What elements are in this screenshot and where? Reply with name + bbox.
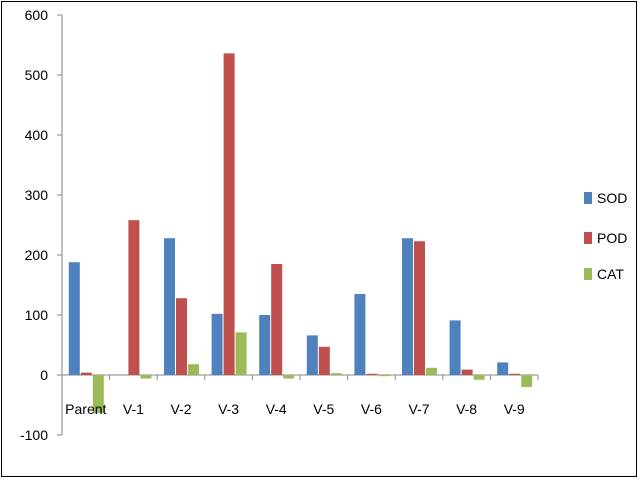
y-tick-label: 300 xyxy=(25,187,49,203)
x-tick-label: V-7 xyxy=(408,401,429,417)
bar-sod-v-6 xyxy=(354,294,366,375)
bar-cat-v-4 xyxy=(283,375,295,379)
bar-sod-v-7 xyxy=(402,238,413,375)
bar-pod-v-1 xyxy=(128,220,140,375)
bar-sod-parent xyxy=(68,262,80,375)
y-tick-label: 500 xyxy=(25,67,49,83)
y-tick-labels: 600 500 400 300 200 100 0 -100 xyxy=(20,7,48,443)
bar-pod-v-2 xyxy=(176,298,187,375)
x-tick-label: V-6 xyxy=(361,401,382,417)
bar-cat-v-1 xyxy=(140,375,152,379)
legend-swatch-sod xyxy=(584,192,592,204)
legend: SOD POD CAT xyxy=(584,190,627,282)
x-tick-label: V-9 xyxy=(504,401,525,417)
bar-cat-v-2 xyxy=(188,364,199,375)
x-tick-label: V-8 xyxy=(456,401,477,417)
bar-pod-v-6 xyxy=(366,373,378,375)
bar-pod-v-9 xyxy=(509,373,521,375)
bars-group xyxy=(68,53,533,413)
x-tick-label: V-2 xyxy=(170,401,191,417)
bar-cat-v-6 xyxy=(378,375,390,377)
bar-cat-v-5 xyxy=(330,373,342,375)
legend-label-pod: POD xyxy=(597,230,627,246)
bar-cat-v-7 xyxy=(426,367,437,375)
bar-cat-v-9 xyxy=(521,375,533,387)
bar-sod-v-5 xyxy=(306,335,318,375)
legend-swatch-cat xyxy=(584,268,592,280)
x-tick-label: V-4 xyxy=(266,401,287,417)
y-tick-label: 400 xyxy=(25,127,49,143)
bar-sod-v-2 xyxy=(164,238,175,375)
y-tick-label: -100 xyxy=(20,427,48,443)
bar-pod-v-7 xyxy=(414,241,425,375)
bar-sod-v-8 xyxy=(449,320,461,375)
x-tick-label: V-1 xyxy=(123,401,144,417)
bar-sod-v-3 xyxy=(211,313,223,375)
x-axis xyxy=(61,374,539,380)
bar-sod-v-4 xyxy=(259,315,271,375)
x-tick-label: V-3 xyxy=(218,401,239,417)
legend-swatch-pod xyxy=(584,232,592,244)
bar-pod-v-5 xyxy=(318,346,330,375)
bar-pod-v-8 xyxy=(461,369,473,375)
bar-cat-v-3 xyxy=(235,332,247,375)
bar-cat-parent xyxy=(92,375,104,413)
bar-pod-v-3 xyxy=(223,53,235,376)
bar-sod-v-9 xyxy=(497,362,509,375)
y-tick-label: 100 xyxy=(25,307,49,323)
y-tick-label: 600 xyxy=(25,7,49,23)
bar-pod-v-4 xyxy=(271,264,283,375)
y-tick-label: 0 xyxy=(40,367,48,383)
x-tick-label: V-5 xyxy=(313,401,334,417)
y-axis xyxy=(57,14,63,436)
bar-cat-v-8 xyxy=(473,375,485,380)
x-tick-labels: Parent V-1 V-2 V-3 V-4 V-5 V-6 V-7 V-8 V-9 xyxy=(65,401,525,417)
legend-label-sod: SOD xyxy=(597,190,627,206)
y-tick-label: 200 xyxy=(25,247,49,263)
x-tick-label: Parent xyxy=(65,401,106,417)
legend-label-cat: CAT xyxy=(597,266,624,282)
bar-pod-parent xyxy=(80,372,92,375)
